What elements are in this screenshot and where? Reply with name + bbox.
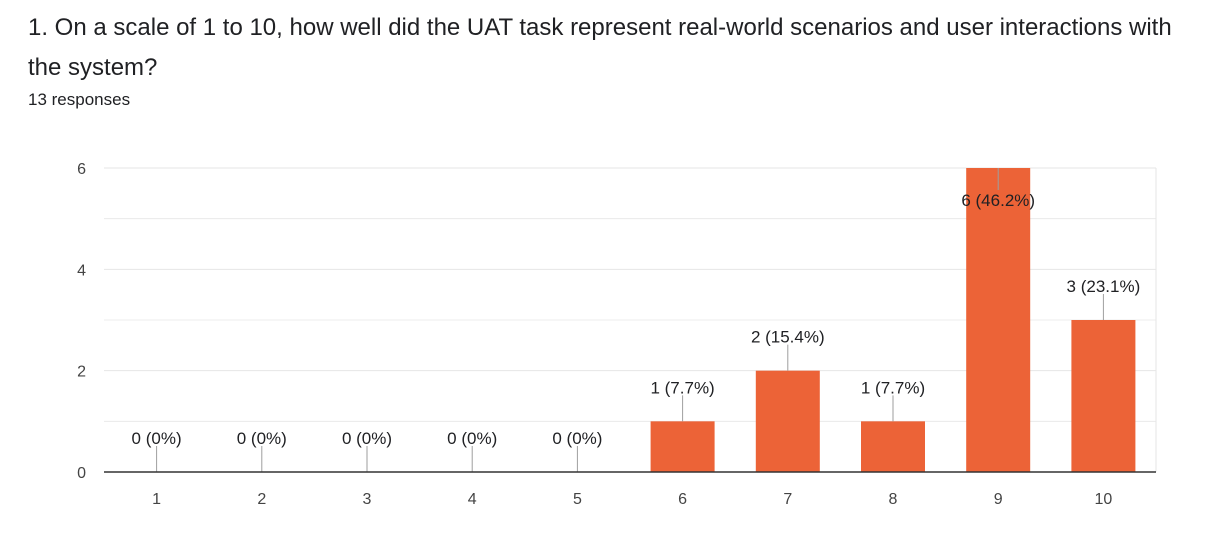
question-title: 1. On a scale of 1 to 10, how well did t…: [28, 14, 1172, 81]
bar-10: [1071, 320, 1136, 472]
x-tick-label-4: 4: [468, 491, 477, 508]
label-leaders: [156, 168, 1104, 472]
data-label-2: 0 (0%): [237, 429, 287, 448]
data-label-8: 1 (7.7%): [861, 378, 925, 397]
bar-6: [650, 421, 715, 472]
data-label-7: 2 (15.4%): [751, 328, 825, 347]
x-tick-label-6: 6: [678, 491, 687, 508]
data-label-3: 0 (0%): [342, 429, 392, 448]
data-label-5: 0 (0%): [552, 429, 602, 448]
data-label-6: 1 (7.7%): [650, 378, 714, 397]
x-tick-label-5: 5: [573, 491, 582, 508]
data-label-10: 3 (23.1%): [1067, 277, 1141, 296]
bars: [650, 168, 1136, 472]
y-tick-label-2: 2: [77, 364, 86, 381]
y-tick-label-6: 6: [77, 161, 86, 178]
x-tick-labels: 1 2 3 4 5 6 7 8 9 10: [152, 491, 1112, 508]
x-tick-label-10: 10: [1095, 491, 1113, 508]
y-tick-label-4: 4: [77, 262, 86, 279]
x-tick-label-2: 2: [257, 491, 266, 508]
data-labels: 0 (0%) 0 (0%) 0 (0%) 0 (0%) 0 (0%) 1 (7.7%) 2 …: [132, 191, 1141, 448]
data-label-4: 0 (0%): [447, 429, 497, 448]
bar-9: [966, 168, 1031, 472]
bar-8: [861, 421, 925, 472]
data-label-9: 6 (46.2%): [961, 191, 1035, 210]
data-label-1: 0 (0%): [132, 429, 182, 448]
bar-7: [755, 370, 820, 472]
y-tick-labels: 0 2 4 6: [77, 161, 86, 482]
x-tick-label-3: 3: [363, 491, 372, 508]
x-tick-label-9: 9: [994, 491, 1003, 508]
x-tick-label-8: 8: [889, 491, 898, 508]
x-tick-label-1: 1: [152, 491, 161, 508]
x-tick-label-7: 7: [783, 491, 792, 508]
y-tick-label-0: 0: [77, 465, 86, 482]
response-count: 13 responses: [28, 90, 131, 109]
